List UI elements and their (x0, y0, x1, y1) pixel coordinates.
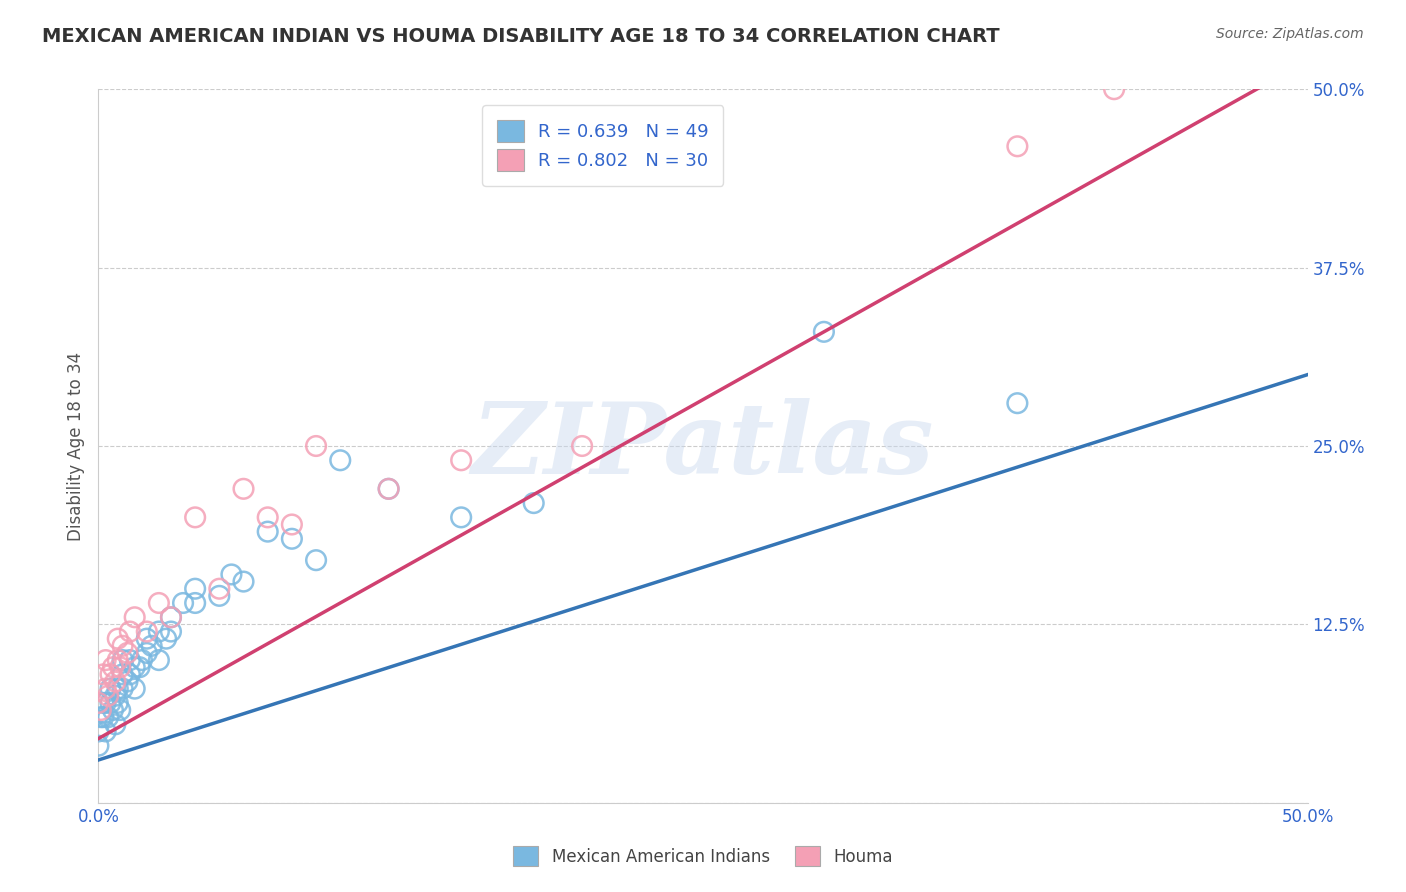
Point (87, 724, 110, 739)
Point (208, 582, 231, 596)
Point (118, 624, 141, 639)
Point (813, 325, 835, 339)
Point (94, 653, 117, 667)
Point (160, 610, 183, 624)
Text: ZIPatlas: ZIPatlas (472, 398, 934, 494)
Point (184, 582, 207, 596)
Point (124, 681, 146, 696)
Point (108, 660, 131, 674)
Point (141, 639, 163, 653)
Point (208, 589, 231, 603)
Point (281, 517, 304, 532)
Point (124, 660, 146, 674)
Point (160, 624, 183, 639)
Legend: Mexican American Indians, Houma: Mexican American Indians, Houma (506, 839, 900, 873)
Point (90, 710, 112, 724)
Text: MEXICAN AMERICAN INDIAN VS HOUMA DISABILITY AGE 18 TO 34 CORRELATION CHART: MEXICAN AMERICAN INDIAN VS HOUMA DISABIL… (42, 27, 1000, 45)
Point (184, 510, 207, 524)
Text: Source: ZipAtlas.com: Source: ZipAtlas.com (1216, 27, 1364, 41)
Point (1007, 139, 1029, 153)
Point (107, 681, 129, 696)
Point (571, 439, 593, 453)
Point (148, 624, 170, 639)
Point (135, 646, 157, 660)
Point (117, 674, 139, 689)
Point (128, 660, 150, 674)
Point (107, 696, 129, 710)
Point (377, 482, 399, 496)
Point (107, 653, 129, 667)
Point (256, 524, 278, 539)
Point (172, 596, 194, 610)
Point (108, 703, 131, 717)
Point (305, 439, 328, 453)
Point (87, 696, 110, 710)
Point (148, 596, 170, 610)
Point (135, 624, 157, 639)
Point (90, 703, 112, 717)
Point (450, 510, 472, 524)
Point (117, 646, 139, 660)
Point (1102, 82, 1125, 96)
Point (100, 667, 122, 681)
Point (104, 674, 127, 689)
Point (377, 482, 399, 496)
Point (97, 710, 120, 724)
Point (135, 632, 157, 646)
Point (87, 739, 110, 753)
Point (155, 632, 177, 646)
Point (97, 689, 120, 703)
Point (118, 667, 141, 681)
Point (184, 596, 207, 610)
Point (131, 653, 153, 667)
Point (111, 681, 134, 696)
Point (221, 567, 243, 582)
Point (329, 453, 352, 467)
Point (160, 610, 183, 624)
Point (305, 553, 328, 567)
Point (91, 710, 114, 724)
Point (107, 632, 129, 646)
Point (100, 681, 122, 696)
Point (94, 696, 117, 710)
Point (94, 681, 117, 696)
Point (281, 532, 304, 546)
Point (256, 510, 278, 524)
Point (111, 667, 134, 681)
Y-axis label: Disability Age 18 to 34: Disability Age 18 to 34 (66, 351, 84, 541)
Point (1007, 396, 1029, 410)
Point (104, 689, 127, 703)
Point (118, 653, 141, 667)
Point (111, 653, 134, 667)
Point (101, 703, 124, 717)
Point (94, 724, 117, 739)
Point (100, 696, 122, 710)
Point (523, 496, 546, 510)
Point (148, 653, 170, 667)
Point (101, 660, 124, 674)
Point (124, 610, 146, 624)
Point (232, 482, 254, 496)
Point (111, 639, 134, 653)
Point (232, 574, 254, 589)
Point (91, 696, 114, 710)
Point (91, 667, 114, 681)
Point (450, 453, 472, 467)
Point (104, 717, 127, 731)
